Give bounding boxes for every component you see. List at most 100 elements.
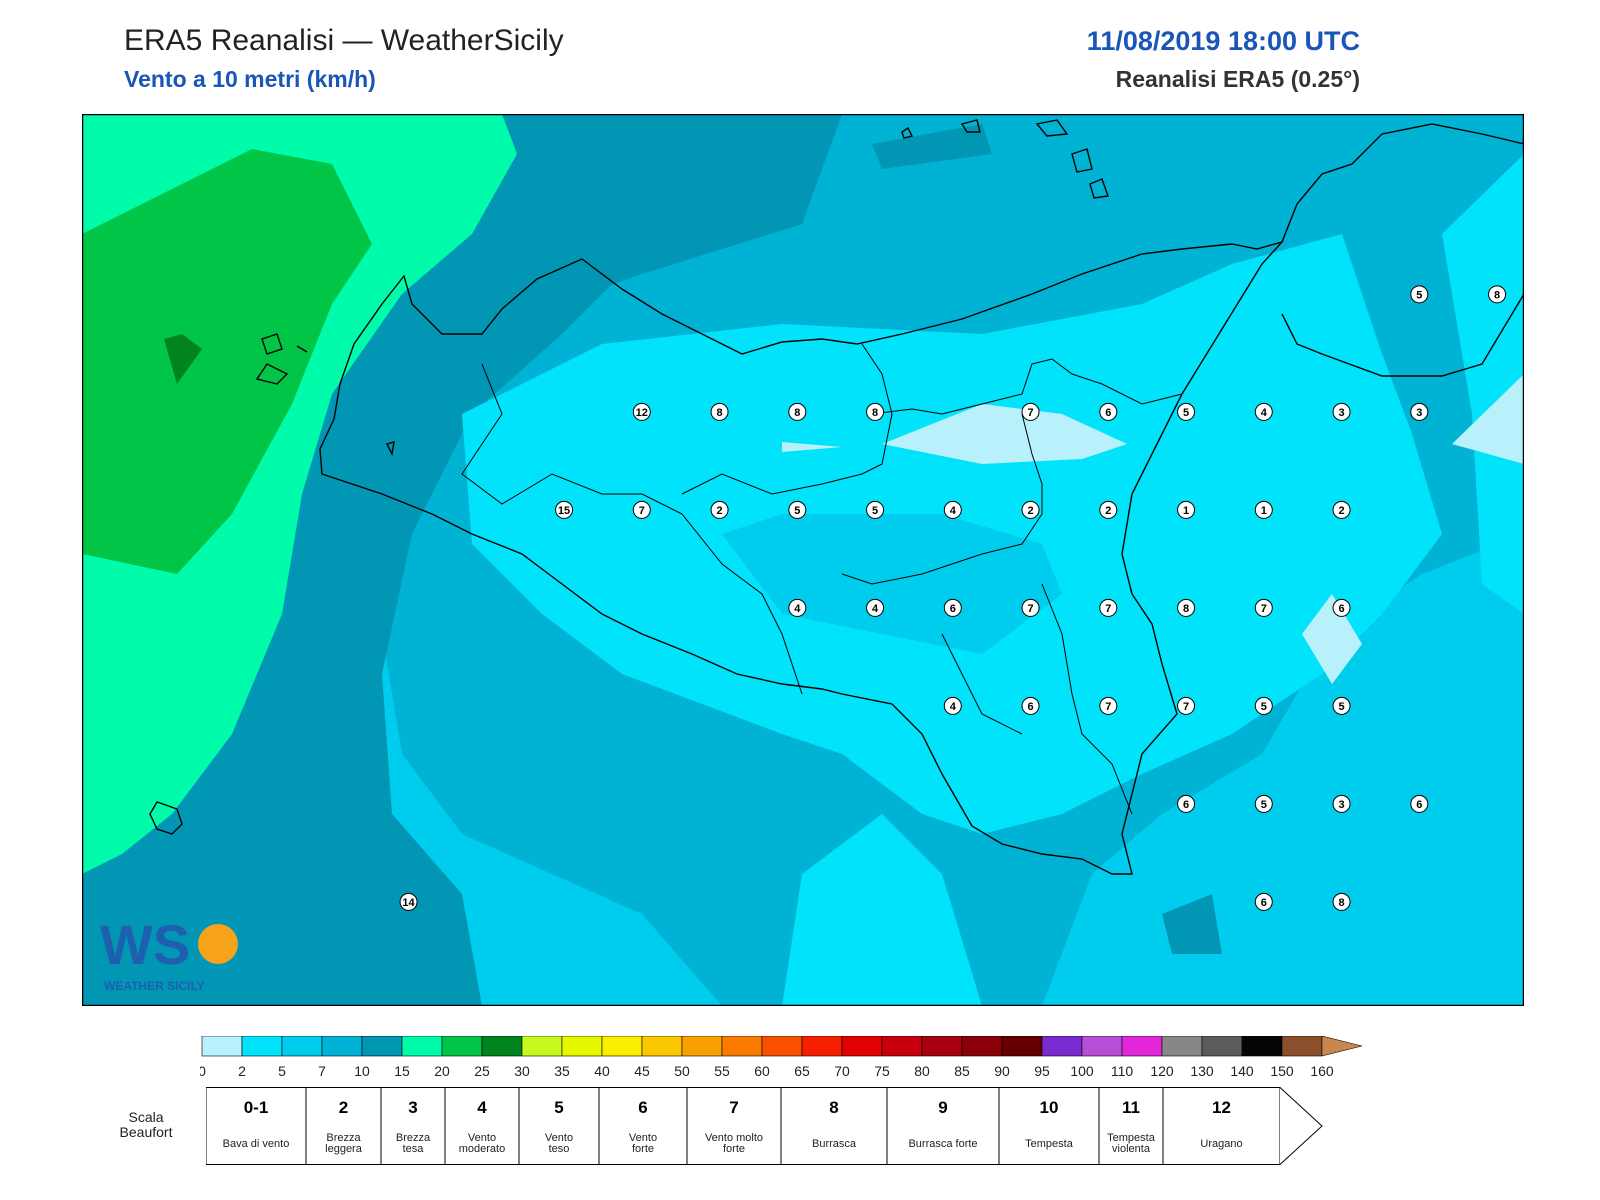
- colorbar-tick: 45: [634, 1063, 650, 1079]
- colorbar-tick: 50: [674, 1063, 690, 1079]
- station-value: 8: [716, 407, 722, 419]
- station-circle: [1099, 402, 1118, 421]
- station-value: 2: [1105, 505, 1111, 517]
- colorbar-cell: [281, 1036, 323, 1057]
- beaufort-description: Vento teso: [545, 1132, 573, 1155]
- colorbar-tick: 70: [834, 1063, 850, 1079]
- station-circle: [1177, 696, 1196, 715]
- beaufort-description: Tempesta violenta: [1107, 1132, 1156, 1155]
- map-subtitle: Vento a 10 metri (km/h): [124, 66, 376, 92]
- station-marker: 5: [866, 500, 885, 519]
- station-marker: 7: [1254, 598, 1273, 617]
- beaufort-description: Burrasca: [812, 1138, 857, 1150]
- station-circle: [1021, 598, 1040, 617]
- field-0-2-tip: [782, 442, 842, 452]
- station-marker: 1: [1254, 500, 1273, 519]
- station-marker: 8: [866, 402, 885, 421]
- station-value: 6: [1183, 799, 1189, 811]
- station-value: 7: [639, 505, 645, 517]
- province-borders: [461, 343, 1183, 815]
- station-value: 6: [1027, 701, 1033, 713]
- sicily-coast: [319, 240, 1285, 875]
- station-marker: 1: [1177, 500, 1196, 519]
- beaufort-description: Vento forte: [629, 1132, 657, 1155]
- station-circle: [1332, 402, 1351, 421]
- colorbar-tick: 95: [1034, 1063, 1050, 1079]
- station-value: 3: [1338, 799, 1344, 811]
- station-marker: 5: [1177, 402, 1196, 421]
- beaufort-number: 10: [1040, 1098, 1059, 1117]
- station-value: 5: [794, 505, 800, 517]
- station-value: 5: [1261, 701, 1267, 713]
- station-value: 12: [636, 407, 648, 419]
- beaufort-cell: [305, 1087, 382, 1165]
- colorbar-cell: [401, 1036, 443, 1057]
- colorbar-tick: 55: [714, 1063, 730, 1079]
- field-2-5-east: [1442, 154, 1524, 614]
- beaufort-number: 5: [554, 1098, 563, 1117]
- colorbar-cell: [521, 1036, 563, 1057]
- station-value: 7: [1183, 701, 1189, 713]
- colorbar-cell: [921, 1036, 963, 1057]
- aeolian-islands: [901, 119, 1109, 199]
- field-20-25: [82, 149, 372, 574]
- station-circle: [1177, 794, 1196, 813]
- colorbar-tick: 20: [434, 1063, 450, 1079]
- colorbar-tick: 160: [1310, 1063, 1334, 1079]
- beaufort-description: Brezza tesa: [396, 1132, 431, 1155]
- beaufort-number: 12: [1212, 1098, 1231, 1117]
- station-value: 1: [1261, 505, 1267, 517]
- station-marker: 3: [1410, 402, 1429, 421]
- colorbar-cell: [721, 1036, 763, 1057]
- colorbar-cell: [681, 1036, 723, 1057]
- station-marker: 8: [1332, 892, 1351, 911]
- colorbar-tick: 80: [914, 1063, 930, 1079]
- station-marker: 3: [1332, 794, 1351, 813]
- station-circle: [1177, 402, 1196, 421]
- beaufort-number: 7: [729, 1098, 738, 1117]
- station-circle: [1254, 402, 1273, 421]
- colorbar-tick: 40: [594, 1063, 610, 1079]
- station-value: 2: [1338, 505, 1344, 517]
- beaufort-cell: [886, 1087, 1000, 1165]
- station-circle: [1410, 285, 1429, 304]
- station-circle: [1177, 500, 1196, 519]
- station-value: 3: [1416, 407, 1422, 419]
- station-circle: [1254, 892, 1273, 911]
- station-circle: [1254, 500, 1273, 519]
- colorbar-tick: 30: [514, 1063, 530, 1079]
- station-value: 6: [1105, 407, 1111, 419]
- station-value: 5: [1338, 701, 1344, 713]
- beaufort-description: Burrasca forte: [908, 1138, 977, 1150]
- station-value: 8: [1338, 897, 1344, 909]
- colorbar-tick: 65: [794, 1063, 810, 1079]
- station-circle: [710, 500, 729, 519]
- pantelleria: [149, 801, 183, 835]
- beaufort-description: Brezza leggera: [325, 1132, 363, 1155]
- colorbar-cell: [601, 1036, 643, 1057]
- station-value: 7: [1105, 701, 1111, 713]
- station-value: 8: [794, 407, 800, 419]
- station-marker: 7: [1021, 598, 1040, 617]
- station-marker: 8: [788, 402, 807, 421]
- colorbar-tick: 15: [394, 1063, 410, 1079]
- beaufort-cell: [598, 1087, 688, 1165]
- field-2-5-south: [782, 814, 982, 1006]
- station-marker: 7: [1177, 696, 1196, 715]
- station-circle: [1177, 598, 1196, 617]
- station-circle: [943, 598, 962, 617]
- field-0-2-edge: [1452, 374, 1524, 464]
- station-value: 7: [1027, 603, 1033, 615]
- colorbar-cell: [1241, 1036, 1283, 1057]
- station-marker: 2: [710, 500, 729, 519]
- station-circle: [632, 500, 651, 519]
- colorbar-tick: 60: [754, 1063, 770, 1079]
- beaufort-description: Uragano: [1200, 1138, 1242, 1150]
- station-circle: [1410, 794, 1429, 813]
- colorbar-cell: [1041, 1036, 1083, 1057]
- station-value: 2: [716, 505, 722, 517]
- station-value: 6: [1261, 897, 1267, 909]
- station-marker: 5: [1410, 285, 1429, 304]
- colorbar-cell: [561, 1036, 603, 1057]
- beaufort-cell: [444, 1087, 520, 1165]
